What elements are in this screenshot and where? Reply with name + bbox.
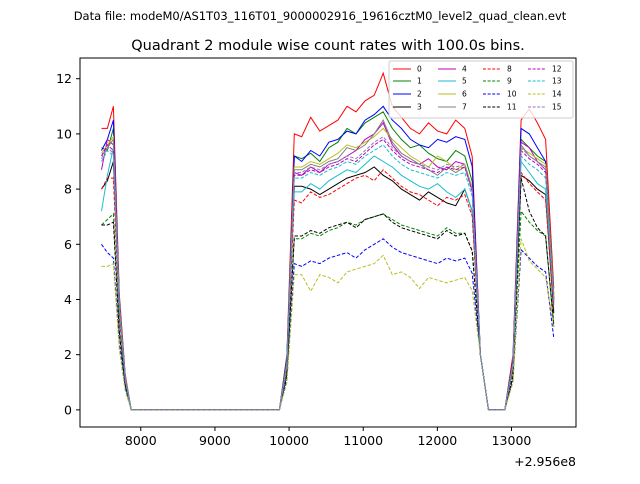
series-line-10 [101, 238, 555, 411]
y-axis: 0 2 4 6 8 10 12 [56, 71, 80, 417]
y-tick-label: 4 [64, 292, 72, 307]
legend-label: 0 [417, 65, 422, 74]
series-line-1 [101, 111, 555, 411]
legend-label: 1 [417, 77, 422, 86]
x-tick-label: 12000 [417, 433, 457, 448]
legend-label: 10 [507, 90, 517, 99]
plot-lines [101, 71, 555, 411]
series-line-14 [101, 238, 555, 411]
x-axis: 8000 9000 10000 11000 12000 13000 [125, 427, 532, 448]
legend-label: 2 [417, 90, 422, 99]
y-tick-label: 10 [56, 126, 72, 141]
legend-label: 14 [552, 90, 562, 99]
legend-label: 7 [462, 103, 467, 112]
x-tick-label: 8000 [125, 433, 157, 448]
series-line-12 [101, 138, 555, 411]
x-tick-label: 11000 [343, 433, 383, 448]
legend-box [388, 60, 574, 119]
series-line-3 [101, 161, 555, 411]
series-line-11 [101, 177, 555, 411]
series-line-6 [101, 127, 555, 411]
y-tick-label: 2 [64, 347, 72, 362]
chart-suptitle: Data file: modeM0/AS1T03_116T01_90000029… [74, 9, 567, 23]
series-line-7 [101, 119, 555, 411]
x-tick-label: 9000 [199, 433, 231, 448]
legend-label: 3 [417, 103, 422, 112]
y-tick-label: 6 [64, 237, 72, 252]
series-line-2 [101, 105, 555, 411]
series-line-0 [101, 71, 555, 411]
legend-label: 11 [507, 103, 517, 112]
y-tick-label: 0 [64, 402, 72, 417]
y-tick-label: 8 [64, 182, 72, 197]
legend-label: 8 [507, 65, 512, 74]
x-offset-label: +2.956e8 [514, 454, 576, 469]
axes-frame [79, 57, 577, 428]
x-tick-label: 10000 [269, 433, 309, 448]
series-line-9 [101, 209, 555, 411]
x-tick-label: 13000 [492, 433, 532, 448]
chart-title: Quadrant 2 module wise count rates with … [131, 38, 525, 54]
legend-label: 6 [462, 90, 467, 99]
legend-label: 4 [462, 65, 467, 74]
series-line-5 [101, 147, 555, 411]
y-tick-label: 12 [56, 71, 72, 86]
legend-label: 5 [462, 77, 467, 86]
series-line-15 [101, 136, 555, 411]
legend-label: 9 [507, 77, 512, 86]
series-line-8 [101, 169, 555, 411]
legend-label: 15 [552, 103, 562, 112]
series-line-4 [101, 121, 555, 411]
legend-label: 13 [552, 77, 562, 86]
legend-label: 12 [552, 65, 562, 74]
